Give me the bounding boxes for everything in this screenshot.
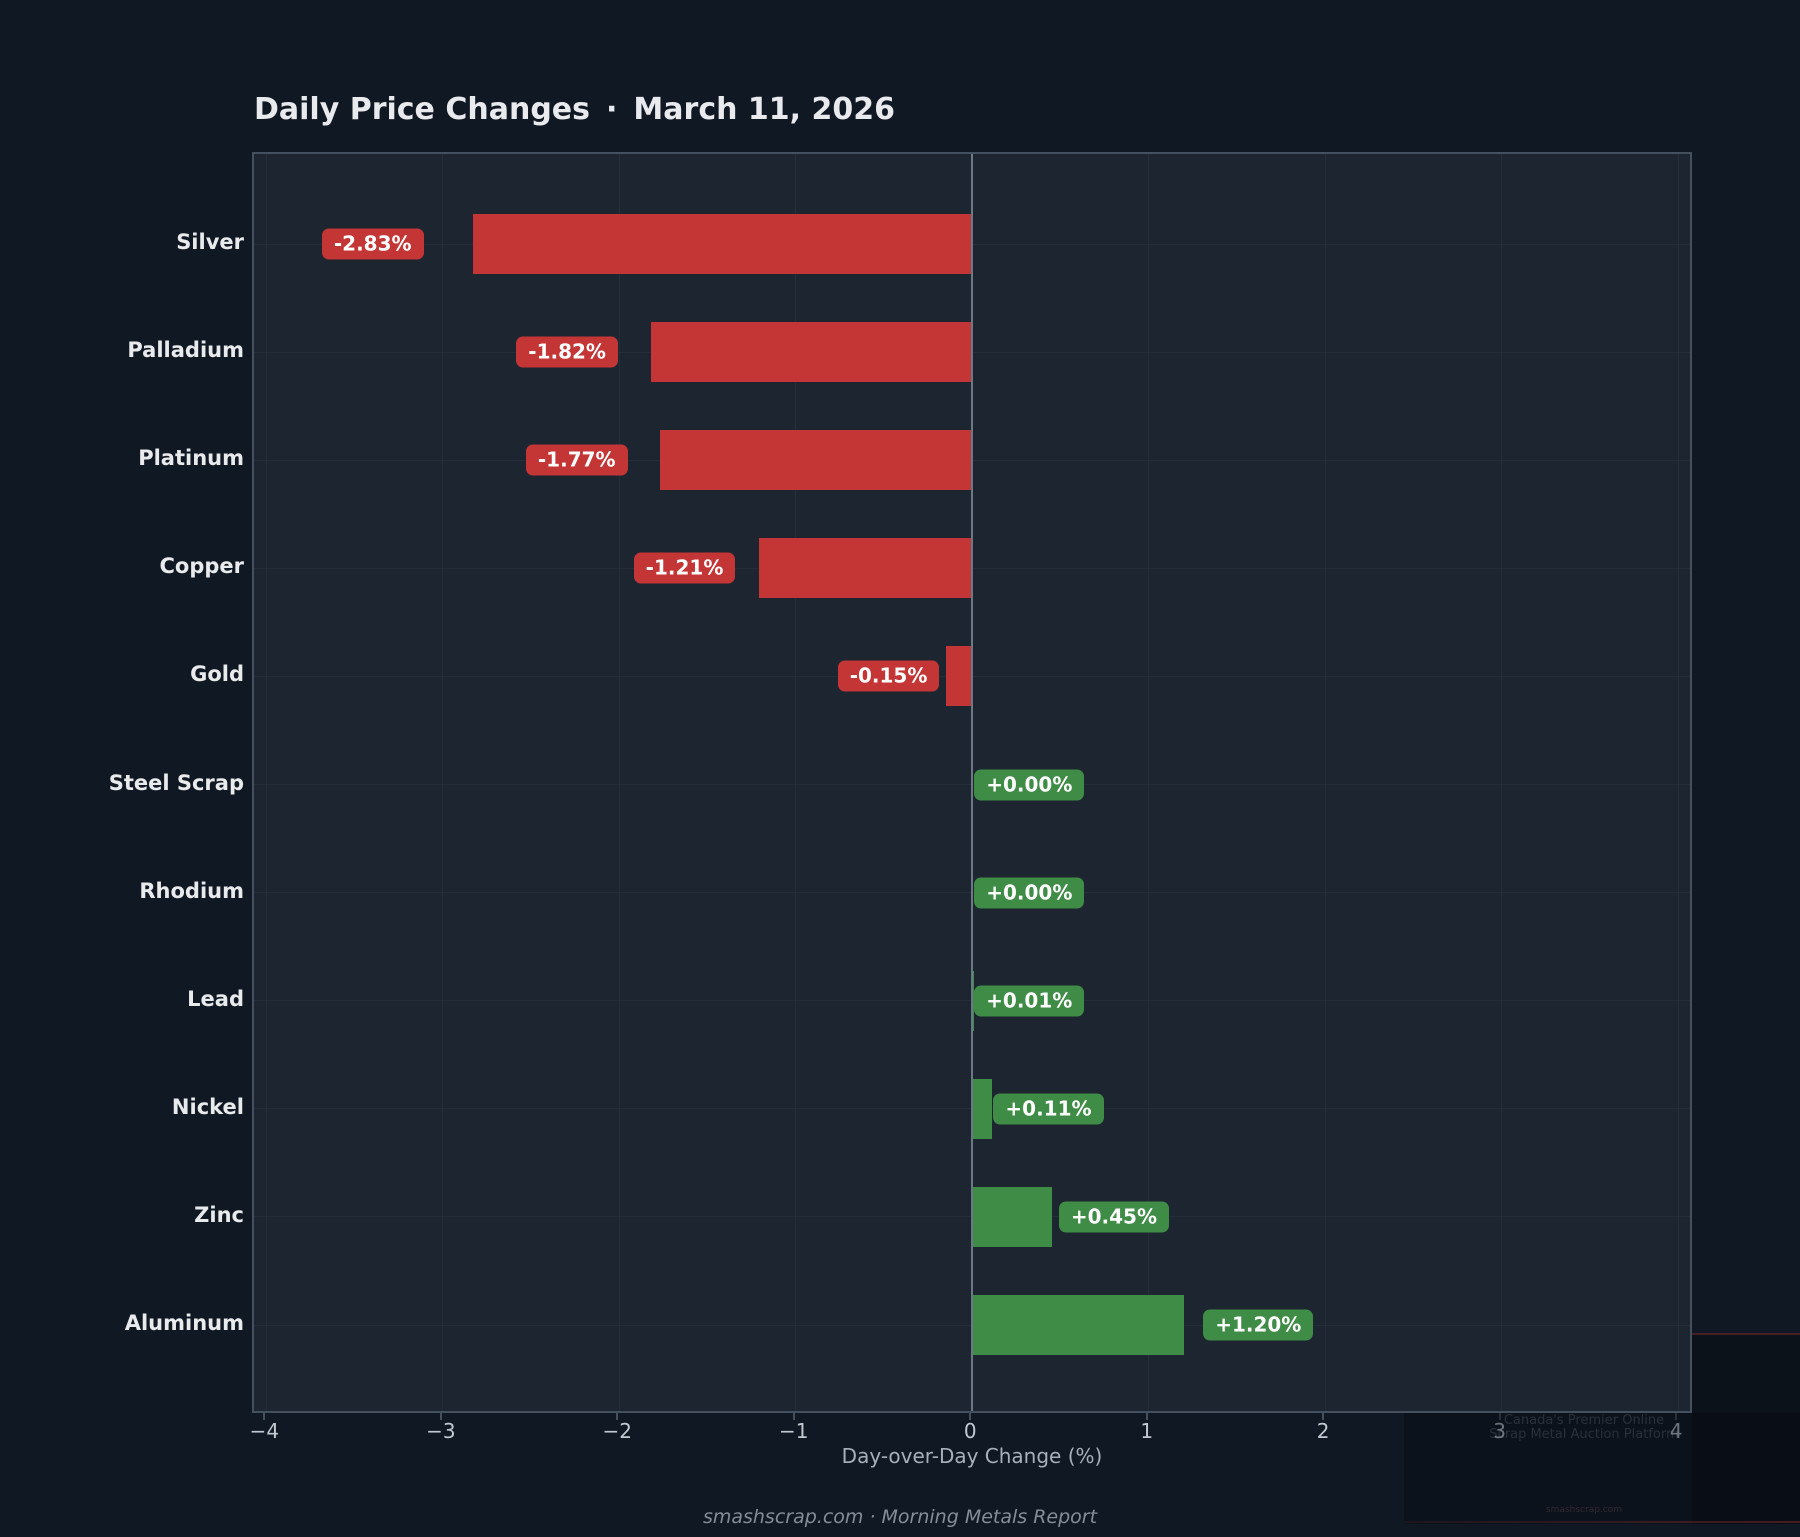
x-tick-label--3: −3 [426,1419,456,1443]
value-label-lead: +0.01% [974,985,1085,1017]
gridline-x-3 [1501,154,1503,1411]
plot-area: -2.83% -1.82% -1.77% -1.21% -0.15% +0.00% +0.0… [252,152,1692,1413]
x-tick-mark--3 [439,1413,442,1420]
category-label-aluminum: Aluminum [124,1311,244,1335]
watermark-border-line [1692,1333,1800,1335]
x-tick-label-2: 2 [1316,1419,1330,1443]
chart-title: Daily Price Changes · March 11, 2026 [254,92,895,127]
bar-nickel [972,1078,992,1139]
x-tick-mark-0 [969,1413,972,1420]
watermark-border-line [1404,1521,1800,1523]
gridline-x-2 [1324,154,1326,1411]
chart-title-date: March 11, 2026 [633,92,895,127]
bar-aluminum [972,1295,1184,1355]
x-tick-label--2: −2 [602,1419,633,1443]
x-tick-label--4: −4 [249,1419,280,1443]
bar-gold [945,646,973,707]
category-axis: Silver Palladium Platinum Copper Gold Steel S… [0,152,244,1413]
gridline-x--2 [618,154,620,1411]
category-label-zinc: Zinc [194,1202,244,1227]
value-label-silver: -2.83% [321,228,424,260]
watermark-panel [1404,1413,1800,1524]
category-label-nickel: Nickel [171,1094,244,1119]
value-label-nickel: +0.11% [993,1093,1104,1125]
category-label-platinum: Platinum [138,446,244,471]
gridline-x-4 [1677,154,1679,1411]
x-tick-label-1: 1 [1140,1419,1154,1443]
x-tick-mark--4 [263,1413,266,1420]
zero-line [971,154,974,1411]
category-label-palladium: Palladium [127,338,244,363]
value-label-copper: -1.21% [633,552,736,584]
bar-platinum [659,430,973,491]
category-label-steel-scrap: Steel Scrap [108,770,244,795]
bar-zinc [972,1186,1052,1247]
watermark-panel [1692,1334,1800,1524]
gridline-x--4 [265,154,267,1411]
chart-title-separator: · [606,92,618,127]
x-axis-label: Day-over-Day Change (%) [841,1444,1103,1468]
watermark-tagline-line2: Scrap Metal Auction Platform [1489,1427,1679,1442]
bar-silver [472,214,973,274]
watermark-tagline-line1: Canada's Premier Online [1503,1413,1665,1428]
x-tick-mark--2 [616,1413,619,1420]
x-tick-mark--1 [792,1413,795,1420]
footer-credit: smashscrap.com · Morning Metals Report [702,1506,1098,1528]
chart-title-text: Daily Price Changes [254,92,591,127]
value-label-zinc: +0.45% [1058,1201,1169,1233]
x-tick-label-0: 0 [963,1419,977,1443]
category-label-copper: Copper [159,554,244,579]
bar-copper [758,538,973,599]
bar-palladium [651,322,973,383]
category-label-rhodium: Rhodium [139,878,244,903]
gridline-x--1 [795,154,797,1411]
value-label-palladium: -1.82% [516,336,618,368]
category-label-gold: Gold [190,662,244,687]
x-tick-label--1: −1 [779,1419,809,1443]
value-label-rhodium: +0.00% [974,877,1085,909]
value-label-steel-scrap: +0.00% [974,769,1085,800]
value-label-platinum: -1.77% [525,444,628,476]
watermark-tagline: Canada's Premier Online Scrap Metal Auct… [1404,1414,1764,1442]
x-tick-mark-1 [1145,1413,1148,1420]
gridline-x-1 [1148,154,1150,1411]
category-label-lead: Lead [187,986,244,1011]
value-label-aluminum: +1.20% [1203,1309,1314,1341]
watermark-site: smashscrap.com [1545,1505,1622,1515]
category-label-silver: Silver [176,230,244,254]
value-label-gold: -0.15% [837,660,940,692]
gridline-x--3 [442,154,444,1411]
x-tick-mark-2 [1322,1413,1325,1420]
